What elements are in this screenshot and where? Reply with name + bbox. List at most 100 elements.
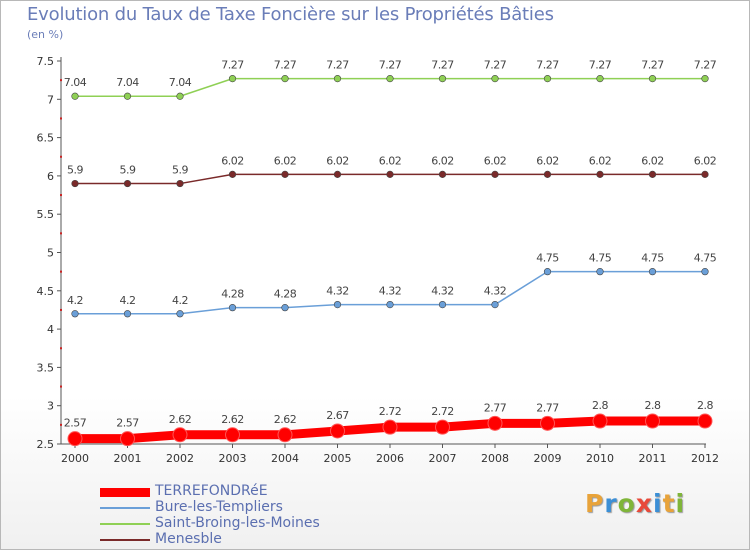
data-label: 7.27 [484,59,507,72]
y-minor-tick [60,347,62,350]
legend-swatch [100,539,150,541]
x-tick-label: 2009 [534,452,562,465]
y-minor-tick [60,155,62,158]
data-point [333,170,342,178]
data-label: 4.75 [694,252,717,265]
data-label: 7.27 [536,59,559,72]
data-label: 6.02 [641,154,664,167]
data-label: 2.57 [64,417,87,430]
data-label: 5.9 [172,164,188,177]
x-tick-label: 2001 [114,452,142,465]
data-label: 2.72 [431,405,454,418]
data-label: 4.2 [67,294,83,307]
data-label: 6.02 [431,154,454,167]
data-point [386,170,394,178]
data-label: 6.02 [274,154,297,167]
data-point [701,170,709,178]
logo-letter: i [675,489,686,518]
y-minor-tick [60,385,62,388]
data-label: 2.57 [116,417,139,430]
x-tick-label: 2010 [586,452,614,465]
data-label: 2.62 [221,413,244,426]
data-label: 6.02 [536,154,559,167]
data-point [491,300,499,309]
data-point [172,427,188,443]
data-label: 4.75 [536,252,559,265]
data-label: 2.72 [379,405,402,418]
data-point [438,75,447,83]
x-tick-label: 2003 [219,452,247,465]
x-tick-label: 2008 [481,452,509,465]
logo-letter: P [585,489,605,518]
data-point [333,300,342,309]
chart-title: Evolution du Taux de Taxe Foncière sur l… [27,4,554,25]
data-label: 7.27 [431,59,454,72]
data-point [592,413,608,429]
data-point [596,170,604,178]
data-point [281,170,289,178]
y-tick-label: 3.5 [37,361,55,374]
data-label: 6.02 [379,154,402,167]
y-tick-label: 5 [47,247,54,260]
x-tick-label: 2005 [324,452,352,465]
data-point [176,92,184,100]
y-minor-tick [60,308,62,311]
data-point [176,179,184,188]
proxiti-logo: Proxiti [585,489,685,518]
data-point [67,431,83,447]
data-label: 4.32 [431,285,454,298]
data-label: 5.9 [120,164,136,177]
data-label: 7.27 [379,59,402,72]
data-point [277,427,293,443]
data-label: 7.04 [64,76,87,89]
data-label: 7.04 [169,76,192,89]
data-point [176,310,184,318]
data-point [438,170,447,178]
legend-label: Saint-Broing-les-Moines [155,515,320,531]
data-point [386,300,394,309]
data-point [543,75,552,83]
data-label: 4.32 [484,285,507,298]
data-label: 4.32 [326,285,349,298]
data-label: 2.77 [484,401,507,414]
data-label: 4.2 [172,294,188,307]
data-label: 7.04 [116,76,139,89]
y-tick-label: 5.5 [37,208,55,221]
data-point [330,423,345,439]
data-point [648,268,657,276]
data-point [648,75,657,83]
data-point [435,419,450,435]
y-minor-tick [60,423,62,426]
data-label: 4.2 [120,294,136,307]
data-point [71,310,79,318]
data-point [487,415,503,431]
data-point [438,300,447,309]
y-tick-label: 7.5 [37,55,55,68]
data-label: 4.32 [379,285,402,298]
data-point [701,75,709,83]
y-minor-tick [60,194,62,197]
data-point [71,179,79,188]
logo-letter: i [653,489,663,518]
data-label: 6.02 [589,154,612,167]
data-label: 4.28 [221,288,244,301]
y-tick-label: 7 [47,93,54,106]
y-minor-tick [60,117,62,120]
data-label: 7.27 [274,59,297,72]
data-point [382,419,398,435]
y-tick-label: 6 [47,170,54,183]
logo-letter: o [617,489,636,518]
data-label: 7.27 [694,59,717,72]
data-point [228,304,237,312]
x-tick-label: 2006 [376,452,404,465]
data-label: 2.8 [645,399,661,412]
x-tick-label: 2011 [639,452,667,465]
data-label: 7.27 [589,59,612,72]
data-point [596,75,604,83]
data-point [123,310,132,318]
logo-letter: r [604,489,618,518]
legend-label: Menesble [155,531,222,547]
data-label: 2.67 [326,409,349,422]
